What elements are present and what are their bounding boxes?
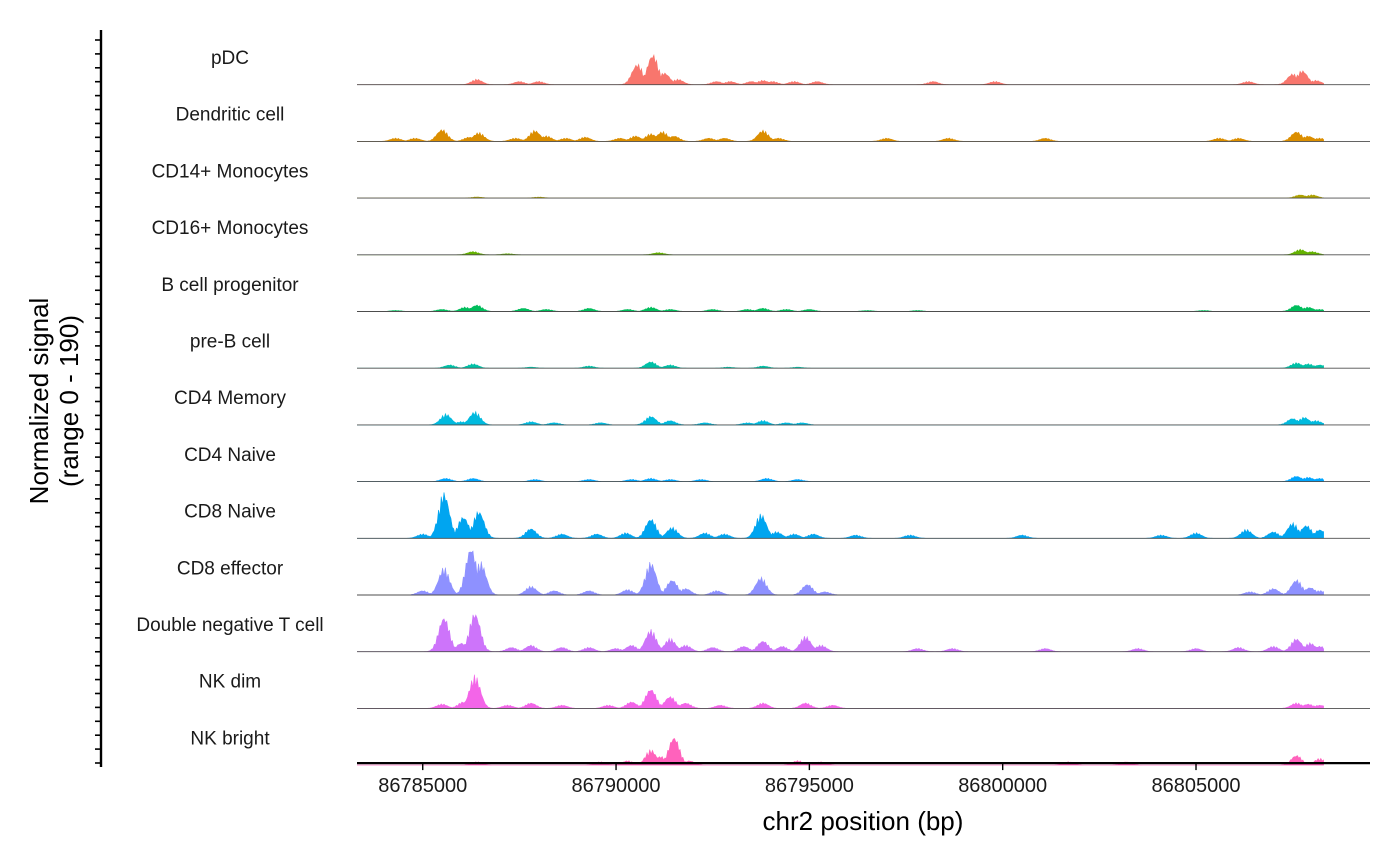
track-label: B cell progenitor <box>161 275 299 296</box>
track-label: CD16+ Monocytes <box>152 218 309 239</box>
coverage-area <box>357 129 1324 142</box>
coverage-area <box>357 550 1324 596</box>
y-axis <box>95 30 103 767</box>
track-dendritic-cell: Dendritic cell <box>176 105 1370 142</box>
coverage-area <box>357 361 1324 369</box>
track-label: NK bright <box>190 728 270 749</box>
coverage-area <box>357 248 1324 256</box>
track-label: CD8 Naive <box>184 502 276 523</box>
track-pre-b-cell: pre-B cell <box>190 332 1370 369</box>
x-tick-label: 86785000 <box>378 775 467 797</box>
coverage-tracks: pDC Dendritic cell CD14+ Monocytes CD16+ Mo… <box>136 48 1370 766</box>
track-cd14-monocytes: CD14+ Monocytes <box>152 161 1370 199</box>
track-label: CD4 Naive <box>184 445 276 466</box>
track-label: Dendritic cell <box>176 105 285 126</box>
track-cd4-naive: CD4 Naive <box>184 445 1370 483</box>
coverage-area <box>357 54 1324 85</box>
track-label: Double negative T cell <box>136 615 323 636</box>
track-label: pre-B cell <box>190 332 270 353</box>
x-tick-label: 86805000 <box>1152 775 1241 797</box>
track-label: CD8 effector <box>177 558 284 579</box>
x-tick-label: 86795000 <box>765 775 854 797</box>
track-cd8-effector: CD8 effector <box>177 550 1370 596</box>
y-axis-subtitle: (range 0 - 190) <box>54 315 84 487</box>
coverage-area <box>357 304 1324 312</box>
coverage-area <box>357 674 1324 709</box>
track-double-negative-t-cell: Double negative T cell <box>136 614 1370 653</box>
x-tick-label: 86800000 <box>958 775 1047 797</box>
track-label: pDC <box>211 48 249 69</box>
coverage-area <box>357 492 1324 539</box>
coverage-area <box>357 410 1324 426</box>
track-cd4-memory: CD4 Memory <box>174 388 1370 426</box>
track-b-cell-progenitor: B cell progenitor <box>161 275 1370 312</box>
x-tick-label: 86790000 <box>572 775 661 797</box>
track-nk-bright: NK bright <box>190 728 1324 766</box>
coverage-area <box>357 194 1324 199</box>
track-label: NK dim <box>199 672 261 693</box>
x-axis: 86785000 86790000 86795000 86800000 86805000 <box>357 761 1370 797</box>
coverage-area <box>357 476 1324 482</box>
track-nk-dim: NK dim <box>199 672 1370 709</box>
track-cd8-naive: CD8 Naive <box>184 492 1370 539</box>
coverage-area <box>357 738 1324 766</box>
y-axis-title-group: Normalized signal (range 0 - 190) <box>24 298 84 505</box>
track-label: CD4 Memory <box>174 388 286 409</box>
track-cd16-monocytes: CD16+ Monocytes <box>152 218 1370 256</box>
x-axis-title: chr2 position (bp) <box>763 806 964 836</box>
track-pdc: pDC <box>211 48 1370 86</box>
y-axis-title: Normalized signal <box>24 298 54 505</box>
coverage-area <box>357 614 1324 653</box>
track-label: CD14+ Monocytes <box>152 161 309 182</box>
